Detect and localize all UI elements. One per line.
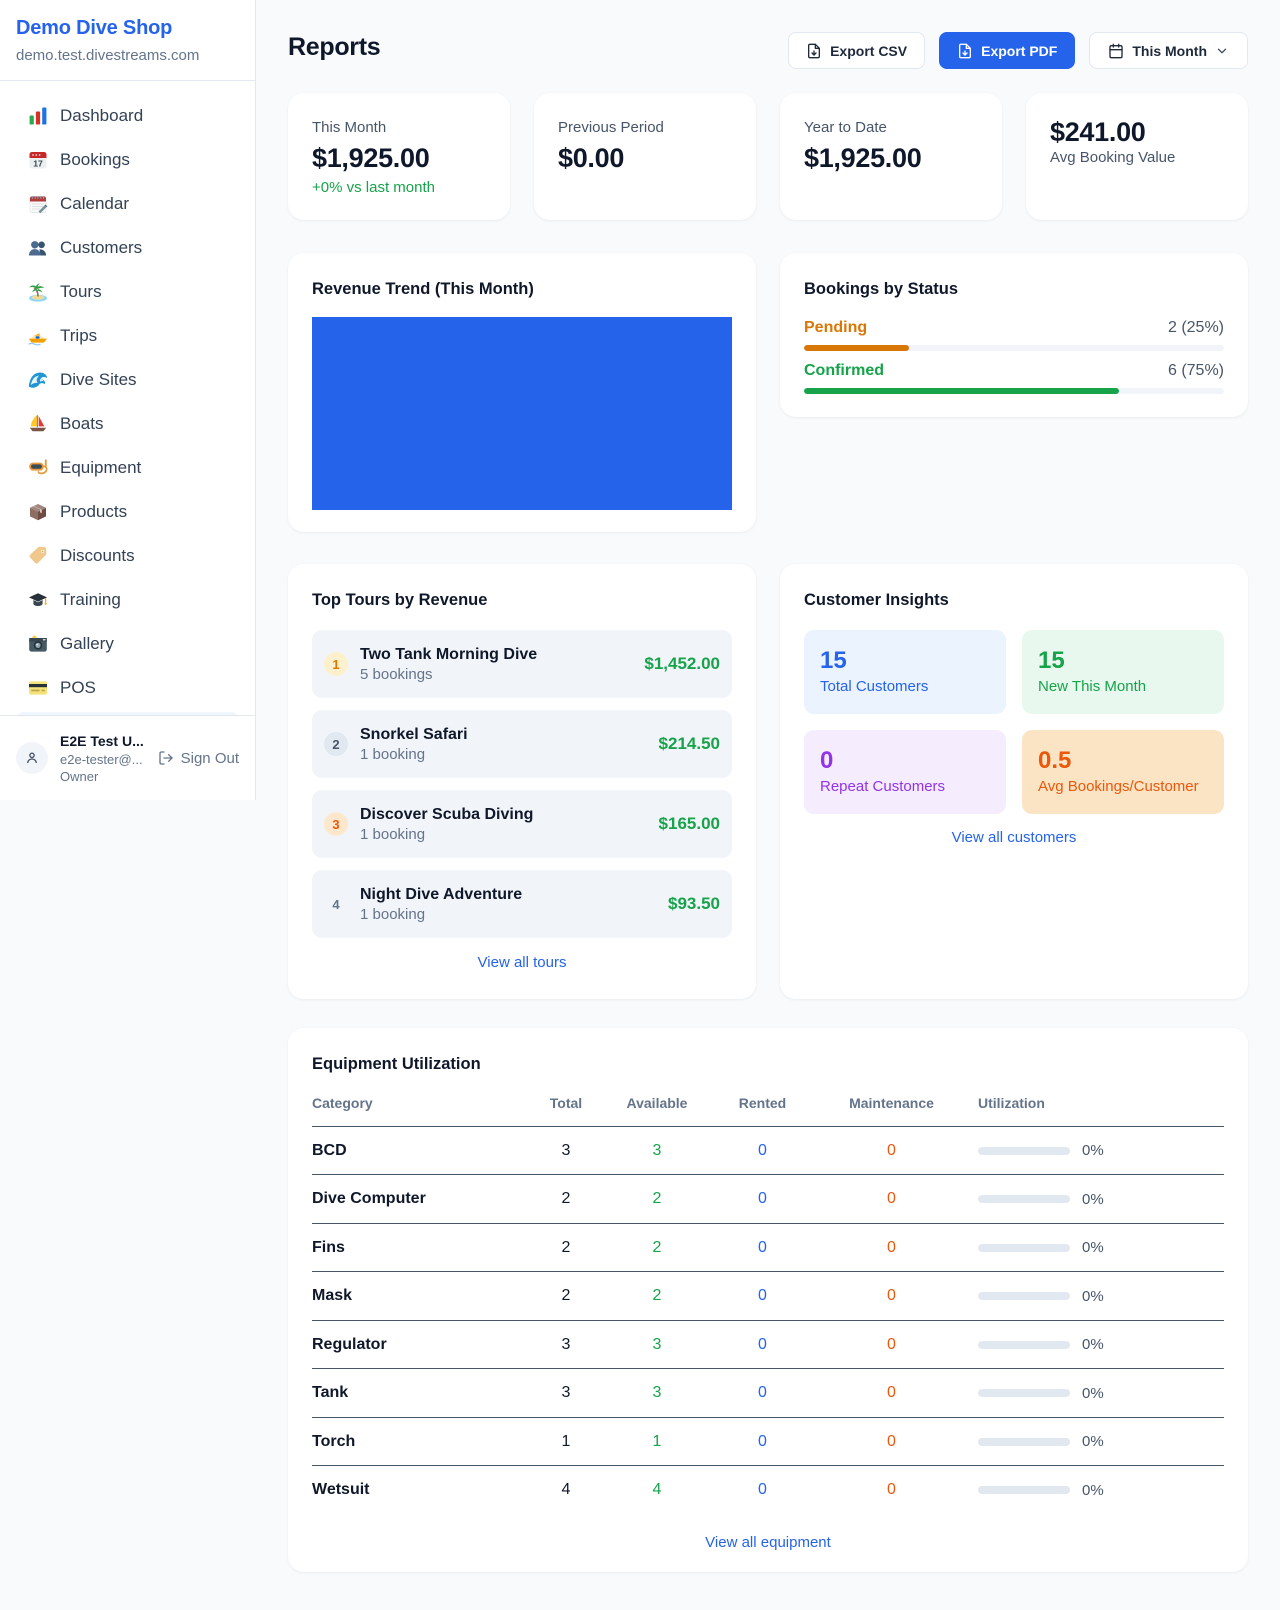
svg-text:17: 17 [33,158,43,168]
